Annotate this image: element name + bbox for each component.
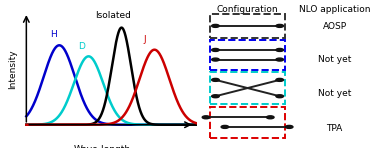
Text: Configuration: Configuration	[217, 5, 279, 14]
Text: Not yet: Not yet	[318, 55, 351, 64]
Circle shape	[276, 95, 284, 98]
Text: TPA: TPA	[327, 124, 342, 133]
Circle shape	[212, 24, 219, 27]
Circle shape	[221, 125, 229, 128]
Circle shape	[202, 116, 210, 119]
Bar	[210, 14, 285, 38]
Bar	[210, 72, 285, 104]
Text: NLO application: NLO application	[299, 5, 370, 14]
Circle shape	[276, 48, 284, 52]
Text: Intensity: Intensity	[8, 50, 17, 89]
Text: Wave-length: Wave-length	[74, 145, 131, 148]
Circle shape	[276, 58, 284, 61]
Bar	[210, 40, 285, 70]
Text: D: D	[78, 42, 85, 51]
Text: AOSP: AOSP	[322, 22, 347, 31]
Text: Isolated: Isolated	[95, 11, 131, 20]
Circle shape	[285, 125, 293, 128]
Circle shape	[276, 24, 284, 27]
Circle shape	[212, 95, 219, 98]
Circle shape	[212, 48, 219, 52]
Bar	[210, 107, 285, 138]
Text: J: J	[143, 35, 146, 44]
Circle shape	[266, 116, 274, 119]
Circle shape	[212, 58, 219, 61]
Circle shape	[276, 78, 284, 81]
Text: H: H	[51, 30, 57, 39]
Circle shape	[212, 78, 219, 81]
Text: Not yet: Not yet	[318, 89, 351, 98]
